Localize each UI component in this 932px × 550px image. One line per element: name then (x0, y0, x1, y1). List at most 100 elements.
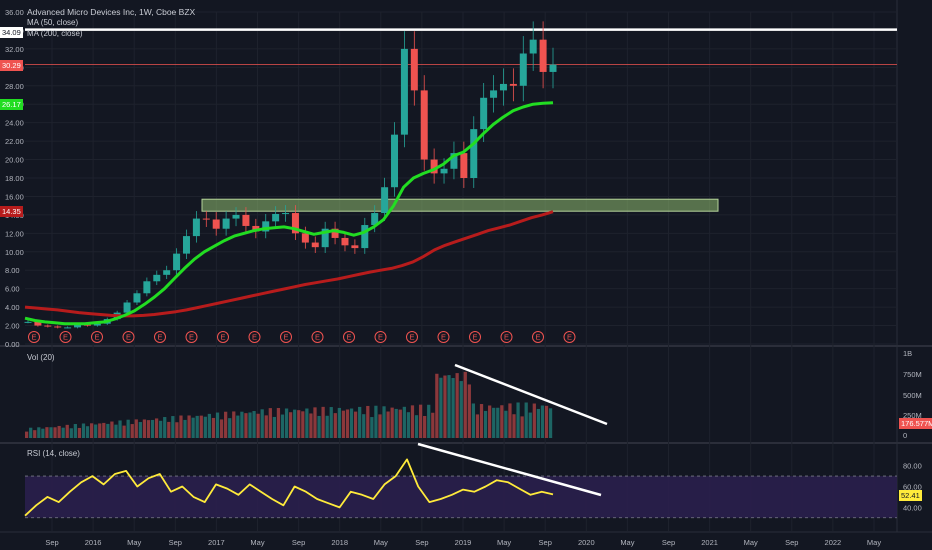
time-tick-label: 2020 (578, 538, 595, 547)
volume-tick-label: 500M (903, 391, 922, 400)
volume-bar (544, 405, 549, 438)
volume-bar (236, 415, 240, 438)
time-tick-label: May (250, 538, 264, 547)
time-tick-label: Sep (662, 538, 675, 547)
volume-bar (81, 423, 86, 438)
volume-bar (423, 415, 427, 438)
candle-body (24, 321, 32, 323)
candle-body (291, 213, 299, 234)
candle-body (509, 83, 517, 86)
volume-bar (138, 422, 142, 438)
volume-bar (475, 414, 480, 438)
volume-bar (191, 417, 195, 438)
candle-body (232, 214, 240, 219)
ma200-legend[interactable]: MA (200, close) (27, 29, 83, 38)
ma50-price-badge: 26.17 (0, 99, 23, 110)
candle-body (301, 233, 309, 243)
volume-bar (301, 411, 305, 438)
candle-body (420, 90, 428, 160)
volume-bar (118, 420, 122, 438)
earnings-marker (311, 331, 324, 343)
volume-bar (329, 407, 333, 438)
support-zone (201, 198, 719, 212)
candle-body (480, 97, 488, 130)
candle-body (539, 39, 547, 72)
volume-bar (479, 404, 484, 438)
volume-bar (187, 415, 191, 438)
earnings-marker-label: E (189, 333, 194, 342)
volume-bar (33, 430, 37, 438)
volume-bar (427, 404, 431, 438)
volume-bar (268, 408, 272, 438)
volume-bar (341, 410, 346, 438)
ma50-legend[interactable]: MA (50, close) (27, 18, 79, 27)
time-tick-label: Sep (415, 538, 428, 547)
time-tick-label: Sep (292, 538, 305, 547)
rsi-legend[interactable]: RSI (14, close) (27, 449, 80, 458)
volume-bar (65, 424, 69, 438)
earnings-marker (563, 331, 576, 343)
candle-body (371, 213, 379, 226)
earnings-marker (185, 331, 198, 343)
candle-body (74, 324, 82, 328)
price-tick-label: 18.00 (5, 174, 24, 183)
earnings-marker (437, 331, 450, 343)
candle-body (262, 221, 270, 232)
earnings-marker-label: E (94, 333, 99, 342)
volume-bar (394, 408, 398, 438)
volume-bar (142, 419, 147, 438)
earnings-marker (91, 331, 103, 343)
candle-body (499, 83, 507, 91)
candle-body (321, 228, 329, 248)
volume-legend[interactable]: Vol (20) (27, 353, 55, 362)
volume-bar (183, 419, 187, 438)
earnings-marker-label: E (567, 333, 572, 342)
earnings-marker-label: E (126, 333, 131, 342)
volume-bar (289, 412, 293, 438)
volume-bar (528, 412, 532, 438)
earnings-marker (59, 331, 72, 343)
candle-body (272, 213, 280, 222)
time-tick-label: May (744, 538, 758, 547)
time-tick-label: 2022 (825, 538, 842, 547)
earnings-marker (28, 331, 40, 343)
volume-bar (508, 403, 512, 438)
chart-title: Advanced Micro Devices Inc, 1W, Cboe BZX (27, 7, 196, 17)
earnings-marker (154, 331, 166, 343)
volume-bar (520, 416, 524, 438)
volume-bar (41, 428, 45, 438)
candle-body (549, 64, 557, 72)
volume-bar (297, 410, 301, 438)
volume-bar (532, 403, 536, 438)
volume-bar (293, 409, 297, 438)
volume-bar (378, 414, 382, 438)
volume-bar (85, 426, 90, 438)
time-tick-label: 2017 (208, 538, 225, 547)
candle-body (242, 214, 250, 226)
earnings-marker-label: E (535, 333, 540, 342)
volume-bar (512, 414, 516, 438)
volume-bar (215, 412, 220, 438)
volume-bar (25, 431, 29, 438)
ma200-price-badge: 14.35 (0, 206, 23, 217)
volume-bar (435, 373, 439, 438)
volume-bar (284, 408, 289, 438)
earnings-marker-label: E (504, 333, 509, 342)
earnings-marker-label: E (315, 333, 320, 342)
volume-bar (483, 410, 488, 438)
volume-tick-label: 1B (903, 349, 912, 358)
time-tick-label: 2021 (701, 538, 718, 547)
volume-bar (224, 411, 228, 438)
volume-bar (463, 371, 467, 438)
candle-body (44, 325, 52, 327)
volume-bar (150, 419, 155, 438)
candle-body (143, 281, 151, 294)
candle-body (391, 134, 399, 188)
ma200-line (24, 210, 554, 318)
volume-bar (333, 413, 337, 438)
candle-body (192, 218, 200, 237)
candle-body (450, 153, 458, 169)
volume-bar (276, 407, 281, 438)
volume-bar (146, 420, 151, 438)
